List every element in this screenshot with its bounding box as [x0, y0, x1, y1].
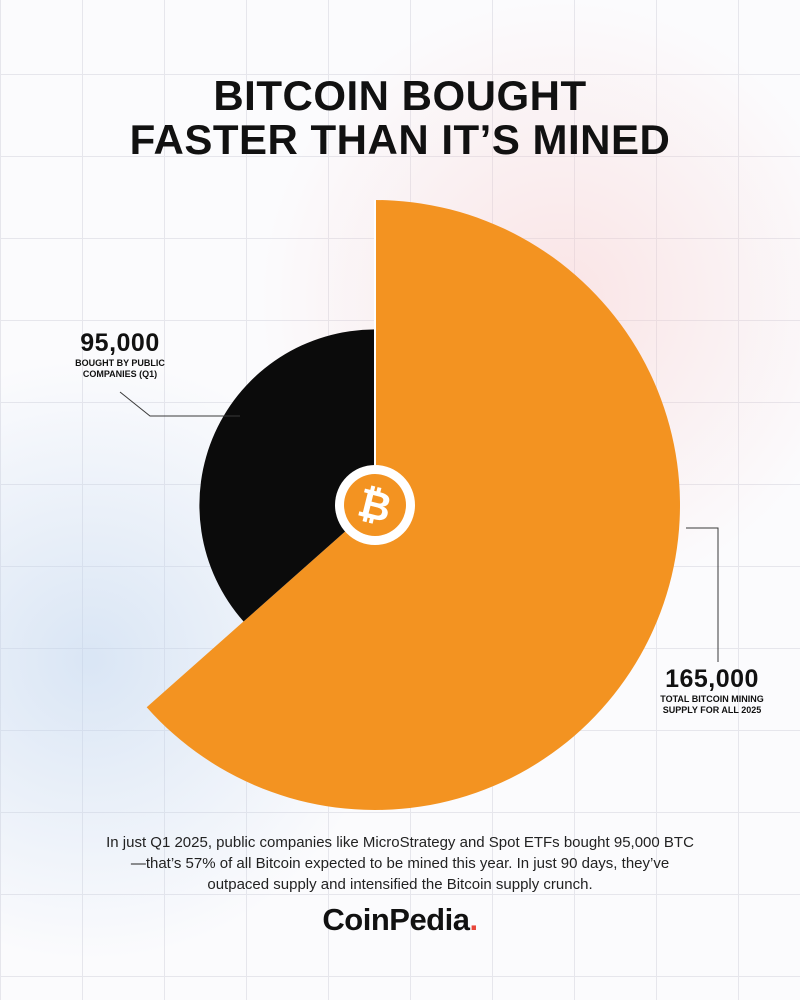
slice-label-public-companies: 95,000 BOUGHT BY PUBLIC COMPANIES (Q1): [50, 330, 190, 380]
title-line-2: FASTER THAN IT’S MINED: [129, 116, 671, 163]
slice-value-mining-supply: 165,000: [665, 665, 759, 693]
chart-title: BITCOIN BOUGHT FASTER THAN IT’S MINED: [0, 74, 800, 162]
title-line-1: BITCOIN BOUGHT: [213, 72, 587, 119]
brand-name: CoinPedia: [322, 902, 470, 937]
slice-desc-public-companies: BOUGHT BY PUBLIC COMPANIES (Q1): [75, 358, 165, 379]
bitcoin-icon: ₿: [335, 465, 415, 545]
slice-desc-mining-supply: TOTAL BITCOIN MINING SUPPLY FOR ALL 2025: [660, 694, 764, 715]
brand-dot: .: [469, 902, 478, 937]
slice-label-mining-supply: 165,000 TOTAL BITCOIN MINING SUPPLY FOR …: [644, 666, 780, 716]
pie-slice-public-company-purchases: [199, 329, 375, 622]
coinpedia-logo: CoinPedia.: [0, 902, 800, 938]
description-text: In just Q1 2025, public companies like M…: [106, 834, 694, 893]
slice-value-public-companies: 95,000: [80, 329, 160, 357]
leader-line-mining-supply: [686, 527, 719, 662]
leader-line-public-companies: [119, 391, 240, 417]
